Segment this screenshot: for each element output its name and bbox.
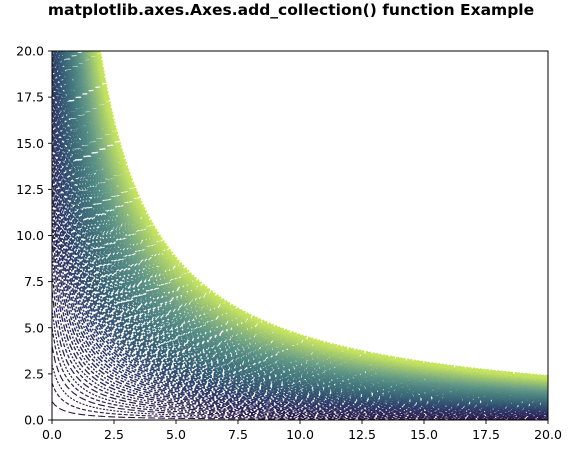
x-tick-label: 15.0 (410, 427, 438, 442)
x-tick-label: 0.0 (42, 427, 62, 442)
curve-line (52, 327, 548, 419)
curve-line (52, 346, 548, 419)
curve-line (64, 51, 548, 403)
x-tick-label: 10.0 (286, 427, 314, 442)
x-axis: 0.0 2.5 5.0 7.5 10.0 12.5 15.0 17.5 20.0 (42, 420, 562, 442)
curve-line (54, 51, 548, 410)
y-tick-label: 0.0 (24, 413, 44, 428)
curve-line (97, 51, 548, 379)
curve-line (52, 401, 548, 420)
y-tick-label: 2.5 (24, 366, 44, 381)
curve-line (53, 51, 548, 411)
y-axis: 0.0 2.5 5.0 7.5 10.0 12.5 15.0 17.5 20.0 (16, 44, 52, 428)
curve-line (96, 51, 548, 380)
curve-line (52, 235, 548, 417)
x-tick-label: 5.0 (166, 427, 186, 442)
curve-line (52, 161, 548, 415)
curve-line (52, 364, 548, 420)
curve-line (93, 51, 548, 382)
y-tick-label: 20.0 (16, 44, 44, 59)
y-tick-label: 12.5 (16, 182, 44, 197)
x-tick-label: 2.5 (104, 427, 124, 442)
curve-line (52, 253, 548, 417)
curve-collection (52, 51, 548, 420)
curve-line (67, 51, 548, 401)
chart-title: matplotlib.axes.Axes.add_collection() fu… (47, 1, 535, 19)
x-tick-label: 20.0 (534, 427, 562, 442)
x-tick-label: 17.5 (472, 427, 500, 442)
curve-line (52, 382, 548, 420)
y-tick-label: 17.5 (16, 90, 44, 105)
curve-line (57, 51, 548, 408)
y-tick-label: 5.0 (24, 320, 44, 335)
x-tick-label: 7.5 (228, 427, 248, 442)
x-tick-label: 12.5 (348, 427, 376, 442)
y-tick-label: 10.0 (16, 228, 44, 243)
y-tick-label: 15.0 (16, 136, 44, 151)
curve-line (52, 143, 548, 414)
curve-line (52, 124, 548, 414)
curve-line (52, 51, 548, 412)
y-tick-label: 7.5 (24, 274, 44, 289)
curve-line (68, 51, 548, 400)
curve-line (52, 51, 548, 412)
